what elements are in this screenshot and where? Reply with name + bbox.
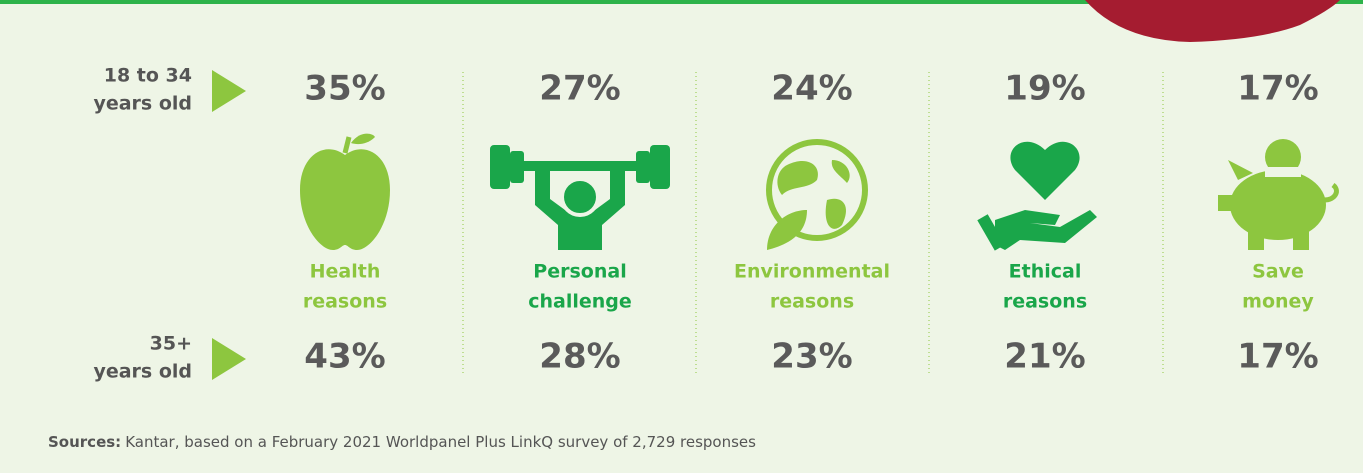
category-label: challenge bbox=[528, 291, 632, 313]
percent-young: 17% bbox=[1237, 69, 1318, 109]
percent-young: 19% bbox=[1004, 69, 1085, 109]
source-text: Kantar, based on a February 2021 Worldpa… bbox=[125, 433, 756, 451]
percent-young: 24% bbox=[771, 69, 852, 109]
category-label: money bbox=[1242, 291, 1314, 313]
category-label: reasons bbox=[1003, 291, 1087, 313]
category-label: reasons bbox=[770, 291, 854, 313]
row-label: 35+ bbox=[150, 333, 192, 355]
source-label: Sources: bbox=[48, 433, 121, 451]
percent-older: 28% bbox=[539, 337, 620, 377]
category-label: Save bbox=[1252, 261, 1304, 283]
percent-young: 35% bbox=[304, 69, 385, 109]
percent-older: 23% bbox=[771, 337, 852, 377]
source: Sources:Kantar, based on a February 2021… bbox=[48, 433, 756, 451]
row-label: years old bbox=[93, 361, 192, 383]
category-label: Ethical bbox=[1009, 261, 1082, 283]
page: Sources:Kantar, based on a February 2021… bbox=[0, 0, 1363, 473]
category-label: reasons bbox=[303, 291, 387, 313]
percent-older: 17% bbox=[1237, 337, 1318, 377]
percent-older: 43% bbox=[304, 337, 385, 377]
row-label: years old bbox=[93, 93, 192, 115]
infographic: Sources:Kantar, based on a February 2021… bbox=[0, 0, 1363, 473]
percent-young: 27% bbox=[539, 69, 620, 109]
category-label: Environmental bbox=[734, 261, 890, 283]
background bbox=[0, 0, 1363, 473]
row-label: 18 to 34 bbox=[104, 65, 192, 87]
percent-older: 21% bbox=[1004, 337, 1085, 377]
category-label: Personal bbox=[533, 261, 626, 283]
category-label: Health bbox=[310, 261, 381, 283]
